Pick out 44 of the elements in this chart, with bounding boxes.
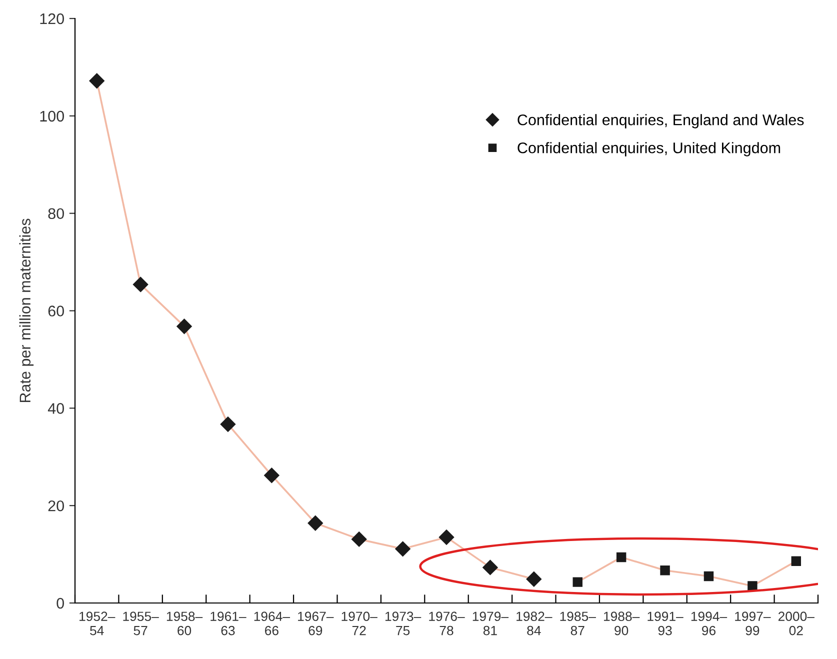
y-tick-label: 60 bbox=[48, 306, 64, 316]
x-tick-label: 1979– 81 bbox=[472, 612, 509, 636]
y-axis-title: Rate per million maternities bbox=[19, 218, 34, 402]
x-tick-label: 1952– 54 bbox=[80, 612, 116, 636]
x-tick-label: 1982– 84 bbox=[516, 612, 552, 636]
x-tick-label: 1973– 75 bbox=[385, 612, 422, 636]
point bbox=[482, 560, 498, 576]
point bbox=[616, 552, 626, 562]
point bbox=[89, 73, 104, 88]
point bbox=[308, 516, 323, 531]
point bbox=[704, 571, 714, 582]
x-tick-label: 1976– 78 bbox=[429, 612, 465, 636]
point bbox=[132, 276, 148, 292]
point bbox=[791, 556, 802, 566]
x-tick-label: 1955– 57 bbox=[123, 612, 159, 636]
x-tick-label: 1994– 96 bbox=[691, 612, 728, 636]
x-tick-label: 1991– 93 bbox=[648, 612, 684, 636]
point bbox=[220, 416, 236, 432]
x-tick-label: 1964– 66 bbox=[254, 612, 290, 636]
x-tick-label: 1961– 63 bbox=[210, 612, 246, 636]
y-tick-label: 80 bbox=[48, 208, 64, 220]
point bbox=[264, 468, 280, 483]
point bbox=[526, 572, 542, 587]
y-tick-label: 100 bbox=[40, 110, 64, 122]
point bbox=[438, 530, 454, 545]
y-tick-label: 120 bbox=[40, 13, 64, 24]
legend-label: Confidential enquiries, United Kingdom bbox=[518, 142, 780, 156]
x-tick-label: 1985– 87 bbox=[560, 612, 596, 636]
x-tick-label: 1958– 60 bbox=[166, 612, 203, 636]
point bbox=[660, 566, 670, 576]
point bbox=[395, 541, 410, 557]
x-tick-label: 1997– 99 bbox=[735, 612, 771, 636]
y-tick-label: 0 bbox=[56, 598, 64, 609]
point bbox=[748, 581, 758, 591]
legend-label: Confidential enquiries, England and Wales bbox=[518, 114, 804, 128]
point bbox=[572, 577, 582, 587]
point bbox=[352, 532, 367, 547]
x-tick-label: 2000– 02 bbox=[778, 612, 814, 636]
y-tick-label: 20 bbox=[48, 500, 64, 512]
y-tick-label: 40 bbox=[48, 403, 64, 414]
x-tick-label: 1970– 72 bbox=[342, 612, 378, 636]
point bbox=[176, 318, 192, 334]
x-tick-label: 1988– 90 bbox=[604, 612, 640, 636]
x-tick-label: 1967– 69 bbox=[298, 612, 334, 636]
